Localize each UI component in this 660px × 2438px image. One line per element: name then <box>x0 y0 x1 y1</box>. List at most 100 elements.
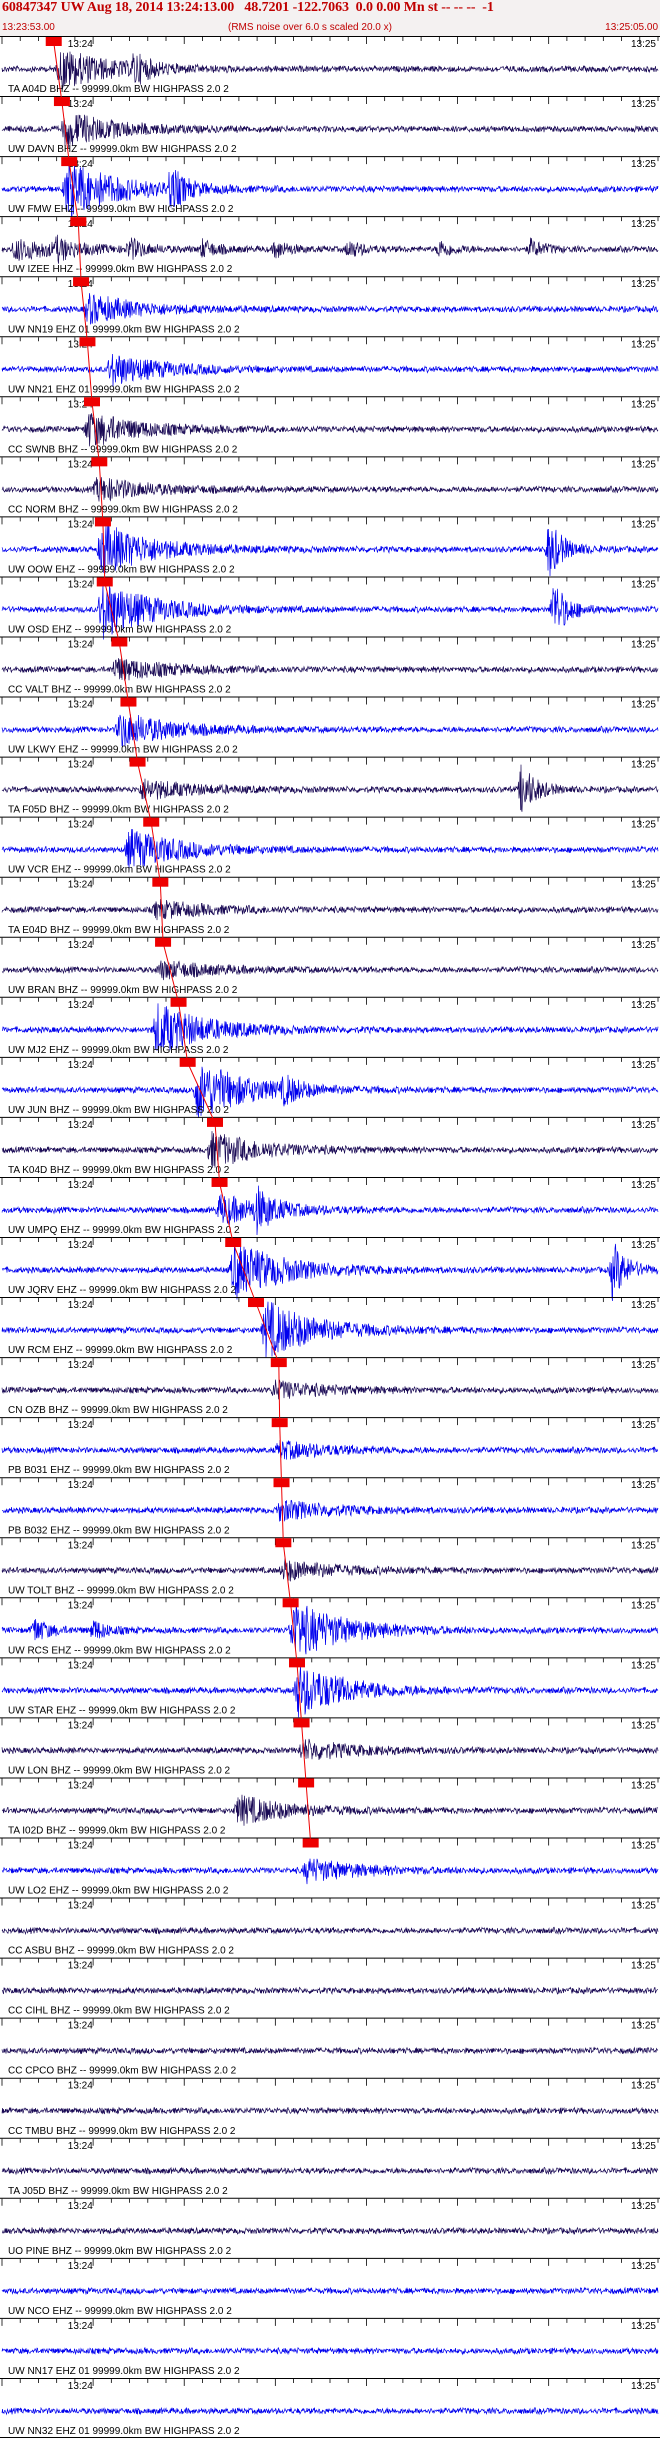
trace-row: 13:24 13:25 UW UMPQ EHZ -- 99999.0km BW HI… <box>0 1176 660 1236</box>
station-label: TA I02D BHZ -- 99999.0km BW HIGHPASS 2.0… <box>8 1826 226 1837</box>
tick-label-left: 13:24 <box>68 39 93 50</box>
tick-label-left: 13:24 <box>68 1300 93 1311</box>
tick-label-right: 13:25 <box>631 760 656 771</box>
tick-label-left: 13:24 <box>68 159 93 170</box>
station-label: CC NORM BHZ -- 99999.0km BW HIGHPASS 2.0… <box>8 504 238 515</box>
trace-row: 13:24 13:25 CC ASBU BHZ -- 99999.0km BW HI… <box>0 1897 660 1957</box>
station-label: UW LO2 EHZ -- 99999.0km BW HIGHPASS 2.0 … <box>8 1886 229 1897</box>
tick-label-right: 13:25 <box>631 880 656 891</box>
tick-label-right: 13:25 <box>631 159 656 170</box>
tick-label-right: 13:25 <box>631 219 656 230</box>
tick-label-left: 13:24 <box>68 2261 93 2272</box>
station-label: UW FMW EHZ -- 99999.0km BW HIGHPASS 2.0 … <box>8 204 234 215</box>
trace-row: 13:24 13:25 UW LKWY EHZ -- 99999.0km BW HI… <box>0 696 660 756</box>
waveform <box>1 1003 659 1051</box>
waveform <box>1 1242 659 1302</box>
tick-label-right: 13:25 <box>631 2021 656 2032</box>
waveform <box>1 764 659 812</box>
tick-label-right: 13:25 <box>631 1540 656 1551</box>
tick-label-right: 13:25 <box>631 2261 656 2272</box>
tick-label-right: 13:25 <box>631 1180 656 1191</box>
tick-label-left: 13:24 <box>68 880 93 891</box>
station-label: UW VCR EHZ -- 99999.0km BW HIGHPASS 2.0 … <box>8 865 231 876</box>
station-label: UW MJ2 EHZ -- 99999.0km BW HIGHPASS 2.0 … <box>8 1045 229 1056</box>
waveform <box>1 293 659 325</box>
waveform <box>1 1926 659 1936</box>
trace-row: 13:24 13:25 PB B032 EHZ -- 99999.0km BW HI… <box>0 1477 660 1536</box>
waveform <box>1 164 659 218</box>
tick-label-right: 13:25 <box>631 1000 656 1011</box>
station-label: TA F05D BHZ -- 99999.0km BW HIGHPASS 2.0… <box>8 805 229 816</box>
tick-label-left: 13:24 <box>68 1420 93 1431</box>
tick-label-left: 13:24 <box>68 820 93 831</box>
tick-label-right: 13:25 <box>631 39 656 50</box>
tick-label-left: 13:24 <box>68 2381 93 2392</box>
trace-row: 13:24 13:25 UW NN17 EHZ 01 99999.0km BW HI… <box>0 2317 660 2377</box>
station-label: UO PINE BHZ -- 99999.0km BW HIGHPASS 2.0… <box>8 2246 232 2257</box>
waveform <box>1 960 659 981</box>
trace-row: 13:24 13:25 CN OZB BHZ -- 99999.0km BW HIG… <box>0 1357 660 1416</box>
waveform <box>1 1794 659 1826</box>
trace-row: 13:24 13:25 CC SWNB BHZ -- 99999.0km BW HI… <box>0 396 660 455</box>
trace-row: 13:24 13:25 UW VCR EHZ -- 99999.0km BW HIG… <box>0 816 660 876</box>
waveform <box>1 1986 659 1996</box>
tick-label-right: 13:25 <box>631 459 656 470</box>
tick-label-right: 13:25 <box>631 1841 656 1852</box>
waveform <box>1 1066 659 1118</box>
tick-label-right: 13:25 <box>631 2081 656 2092</box>
station-label: PB B031 EHZ -- 99999.0km BW HIGHPASS 2.0… <box>8 1465 230 1476</box>
station-label: TA A04D BHZ -- 99999.0km BW HIGHPASS 2.0… <box>8 84 229 95</box>
waveform <box>1 1601 659 1655</box>
waveform <box>1 658 659 681</box>
tick-label-left: 13:24 <box>68 2321 93 2332</box>
waveform <box>1 583 659 640</box>
station-label: PB B032 EHZ -- 99999.0km BW HIGHPASS 2.0… <box>8 1525 230 1536</box>
waveform <box>1 714 659 748</box>
trace-row: 13:24 13:25 UW LON BHZ -- 99999.0km BW HIG… <box>0 1717 660 1776</box>
waveform <box>1 2046 659 2056</box>
waveform <box>1 1665 659 1718</box>
tick-label-right: 13:25 <box>631 579 656 590</box>
station-label: UW NN32 EHZ 01 99999.0km BW HIGHPASS 2.0… <box>8 2426 240 2437</box>
end-time: 13:25:05.00 <box>605 22 658 33</box>
station-label: TA J05D BHZ -- 99999.0km BW HIGHPASS 2.0… <box>8 2186 228 2197</box>
waveform <box>1 1379 659 1400</box>
tick-label-right: 13:25 <box>631 1961 656 1972</box>
tick-label-right: 13:25 <box>631 2141 656 2152</box>
station-label: UW NN17 EHZ 01 99999.0km BW HIGHPASS 2.0… <box>8 2366 240 2377</box>
tick-label-left: 13:24 <box>68 1060 93 1071</box>
tick-label-left: 13:24 <box>68 640 93 651</box>
record-header: 60847347 UW Aug 18, 2014 13:24:13.00 48.… <box>0 0 660 36</box>
trace-row: 13:24 13:25 CC CPCO BHZ -- 99999.0km BW HI… <box>0 2017 660 2077</box>
station-label: UW JQRV EHZ -- 99999.0km BW HIGHPASS 2.0… <box>8 1285 236 1296</box>
pick-moveout-line <box>53 41 312 1844</box>
waveform <box>1 2166 659 2176</box>
tick-label-left: 13:24 <box>68 2021 93 2032</box>
waveform <box>1 353 659 388</box>
tick-label-left: 13:24 <box>68 399 93 410</box>
trace-row: 13:24 13:25 UW TOLT BHZ -- 99999.0km BW HI… <box>0 1537 660 1596</box>
trace-row: 13:24 13:25 UW LO2 EHZ -- 99999.0km BW HIG… <box>0 1837 660 1897</box>
trace-row: 13:24 13:25 TA J05D BHZ -- 99999.0km BW HI… <box>0 2137 660 2197</box>
tick-label-right: 13:25 <box>631 700 656 711</box>
tick-label-right: 13:25 <box>631 2321 656 2332</box>
tick-label-right: 13:25 <box>631 2381 656 2392</box>
event-title: 60847347 UW Aug 18, 2014 13:24:13.00 48.… <box>2 0 494 15</box>
waveform <box>1 1185 659 1236</box>
trace-row: 13:24 13:25 UW DAVN BHZ -- 99999.0km BW HI… <box>0 96 660 155</box>
waveform <box>1 51 659 90</box>
station-label: UW BRAN BHZ -- 99999.0km BW HIGHPASS 2.0… <box>8 985 238 996</box>
waveform <box>1 1301 659 1358</box>
trace-row: 13:24 13:25 TA F05D BHZ -- 99999.0km BW HI… <box>0 756 660 816</box>
trace-row: 13:24 13:25 UW NCO EHZ -- 99999.0km BW HIG… <box>0 2257 660 2317</box>
tick-label-right: 13:25 <box>631 99 656 110</box>
trace-row: 13:24 13:25 UW FMW EHZ -- 99999.0km BW HIG… <box>0 156 660 218</box>
tick-label-right: 13:25 <box>631 1120 656 1131</box>
tick-label-left: 13:24 <box>68 1540 93 1551</box>
trace-row: 13:24 13:25 UW RCM EHZ -- 99999.0km BW HIG… <box>0 1297 660 1358</box>
tick-label-left: 13:24 <box>68 760 93 771</box>
waveform <box>1 1558 659 1582</box>
trace-row: 13:24 13:25 CC VALT BHZ -- 99999.0km BW HI… <box>0 636 660 696</box>
waveform <box>1 2106 659 2116</box>
